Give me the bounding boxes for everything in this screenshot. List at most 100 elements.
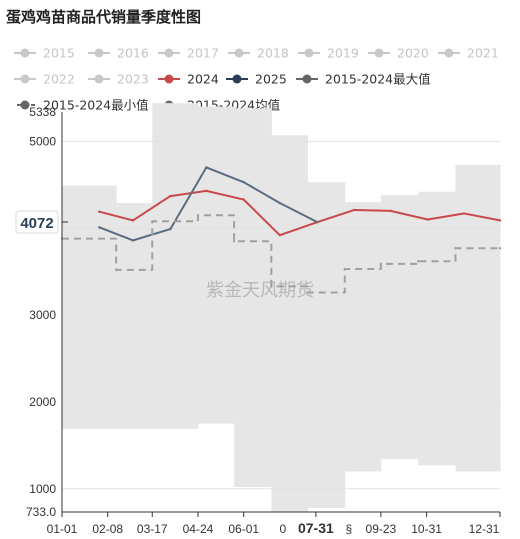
legend-marker [374, 48, 384, 58]
data-point-2024 [426, 218, 430, 221]
data-point-2025 [315, 220, 319, 224]
data-point-2024 [462, 212, 466, 215]
legend-marker [304, 48, 314, 58]
data-point-2015-2024 [151, 220, 154, 223]
data-point-2015-2024 [498, 246, 502, 250]
legend-item-2020-5[interactable]: 2020 [368, 46, 429, 61]
y-tick-label: 3000 [29, 308, 56, 322]
legend-label: 2016 [117, 46, 149, 61]
data-point-2024 [169, 194, 172, 198]
y-tick-label: 1000 [29, 482, 56, 496]
range-band-segment [152, 103, 199, 429]
data-point-2025 [169, 227, 172, 231]
data-point-2024 [131, 219, 135, 222]
cursor: 4072 [15, 210, 68, 234]
data-point-2025 [278, 201, 281, 205]
y-tick-label: 5338 [29, 105, 56, 119]
x-tick-label: 01-01 [47, 522, 78, 536]
data-point-2015-2024 [343, 267, 346, 271]
legend-item-2024-9[interactable]: 2024 [158, 72, 219, 87]
cursor-y-label: 4072 [20, 215, 53, 232]
data-point-2024 [205, 189, 208, 193]
data-point-2025 [242, 180, 245, 184]
data-point-2015-2024 [114, 268, 118, 272]
legend-label: 2019 [327, 46, 359, 61]
legend-label: 2021 [467, 46, 499, 61]
legend-label: 2025 [255, 72, 287, 87]
legend-label: 2020 [397, 46, 429, 61]
data-point-2024 [242, 198, 245, 201]
x-tick-label: 07-31 [298, 520, 334, 536]
range-band-segment [380, 195, 419, 460]
grid-lines [62, 140, 500, 490]
legend-item-2015-2024-11[interactable]: 2015-2024最大值 [296, 72, 431, 87]
legend-item-2015-2024-12[interactable]: 2015-2024最小值 [14, 98, 149, 113]
legend-label: 2015-2024最大值 [325, 72, 431, 87]
range-band-segment [197, 106, 235, 424]
range-band-segment [455, 164, 501, 472]
cursor-y-label-box [15, 210, 59, 234]
range-band-segment [418, 191, 456, 466]
legend-label: 2015 [43, 46, 75, 61]
legend-label: 2015-2024最小值 [43, 98, 149, 113]
legend-label: 2023 [117, 72, 149, 87]
legend-marker [94, 74, 104, 84]
legend-item-2023-8[interactable]: 2023 [88, 72, 149, 87]
data-point-2015-2024 [306, 291, 309, 294]
legend-label: 2018 [257, 46, 289, 61]
range-band-segment [271, 135, 308, 512]
data-point-2025 [205, 166, 208, 169]
legend-marker [232, 74, 242, 84]
x-tick-label-partial: 0 [280, 522, 287, 536]
y-tick-label: 5000 [29, 134, 56, 148]
legend-marker [234, 48, 244, 58]
x-tick-label: 06-01 [228, 522, 259, 536]
series-line-2015-2024 [62, 214, 500, 294]
legend-marker [164, 48, 174, 58]
range-band-segment [344, 202, 382, 472]
data-point-2024 [278, 233, 281, 237]
legend-item-2016-1[interactable]: 2016 [88, 46, 149, 61]
data-point-2015-2024 [416, 260, 420, 263]
data-point-2024 [98, 210, 101, 213]
legend-marker [20, 48, 30, 58]
legend-label: 2022 [43, 72, 75, 87]
data-point-2015-2024 [454, 246, 457, 250]
y-tick-label: 733.0 [26, 505, 56, 519]
data-point-2025 [131, 239, 135, 242]
chart-title: 蛋鸡鸡苗商品代销量季度性图 [6, 8, 202, 26]
legend-item-2018-3[interactable]: 2018 [228, 46, 289, 61]
watermark: 紫金天风期货 [206, 280, 314, 301]
series-line-2024 [99, 189, 501, 237]
data-point-2024 [498, 219, 502, 222]
legend-marker [444, 48, 454, 58]
x-tick-label: 12-31 [469, 522, 500, 536]
data-point-2015-2024 [232, 240, 236, 243]
legend-item-2021-6[interactable]: 2021 [438, 46, 499, 61]
legend: 2015 2016 2017 2018 2019 2020 2021 2022 2023 2024… [14, 46, 499, 113]
y-tick-label: 2000 [29, 395, 56, 409]
legend-item-2015-0[interactable]: 2015 [14, 46, 75, 61]
data-point-2025 [98, 226, 101, 229]
data-point-2015-2024 [196, 213, 200, 217]
series-lines [60, 166, 502, 294]
x-tick-label-partial: § [346, 522, 353, 536]
legend-item-2017-2[interactable]: 2017 [158, 46, 219, 61]
max-min-range-band [62, 103, 501, 512]
legend-marker [302, 74, 312, 84]
data-point-2015-2024 [379, 262, 383, 266]
range-band-segment [234, 108, 272, 488]
legend-label: 2024 [187, 72, 219, 87]
x-tick-label: 04-24 [183, 522, 214, 536]
x-tick-label: 10-31 [411, 522, 442, 536]
legend-item-2022-7[interactable]: 2022 [14, 72, 75, 87]
legend-marker [20, 100, 30, 110]
legend-marker [20, 74, 30, 84]
legend-item-2019-4[interactable]: 2019 [298, 46, 359, 61]
legend-item-2025-10[interactable]: 2025 [226, 72, 287, 87]
data-point-2024 [389, 209, 392, 213]
x-tick-label: 03-17 [137, 522, 168, 536]
range-band-segment [307, 182, 346, 508]
legend-label: 2017 [187, 46, 219, 61]
